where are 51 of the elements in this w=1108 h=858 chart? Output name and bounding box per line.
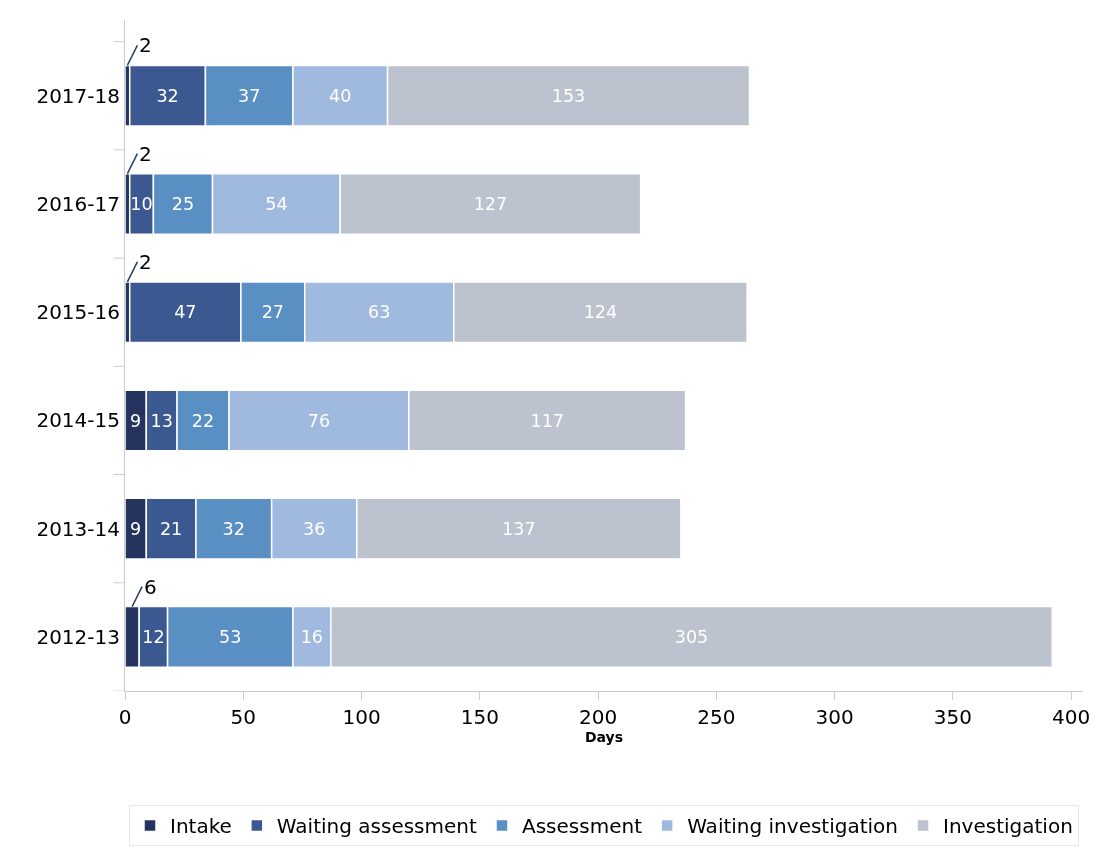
y-tick-label: 2015-16 <box>36 300 120 325</box>
data-label: 153 <box>551 85 586 106</box>
y-tick-label: 2012-13 <box>36 624 120 649</box>
x-tick-label: 400 <box>1052 705 1091 729</box>
data-label: 32 <box>156 85 179 106</box>
data-label: 2 <box>139 33 152 57</box>
y-tick-label: 2014-15 <box>36 408 120 433</box>
x-tick-label: 350 <box>933 705 972 729</box>
data-label: 53 <box>219 627 242 648</box>
data-label: 16 <box>300 627 324 648</box>
data-label: 137 <box>502 518 536 539</box>
data-label: 63 <box>368 302 391 323</box>
legend-label: Waiting investigation <box>687 814 899 839</box>
data-label: 2 <box>139 250 152 274</box>
data-label: 2 <box>139 142 152 166</box>
x-tick-label: 150 <box>460 705 499 729</box>
data-label: 9 <box>130 410 142 431</box>
data-label: 305 <box>674 627 709 648</box>
x-tick-label: 250 <box>697 705 736 729</box>
data-label: 9 <box>130 518 142 539</box>
data-label: 6 <box>144 575 157 599</box>
legend-label: Waiting assessment <box>276 814 477 839</box>
data-label: 117 <box>530 410 565 431</box>
data-label: 13 <box>150 410 173 431</box>
data-label: 76 <box>307 410 331 431</box>
data-label: 37 <box>238 85 261 106</box>
legend-label: Investigation <box>943 814 1073 839</box>
data-label: 25 <box>171 194 195 215</box>
data-label: 36 <box>303 518 326 539</box>
x-tick-label: 50 <box>230 705 256 729</box>
legend-label: Intake <box>170 814 232 839</box>
data-label: 40 <box>329 85 352 106</box>
x-tick-label: 100 <box>342 705 381 729</box>
data-label: 127 <box>473 194 508 215</box>
data-label: 12 <box>142 627 165 648</box>
x-tick-label: 300 <box>815 705 854 729</box>
x-tick-label: 200 <box>579 705 618 729</box>
data-label: 32 <box>222 518 245 539</box>
data-label: 21 <box>159 518 183 539</box>
data-label: 47 <box>174 302 197 323</box>
y-tick-label: 2016-17 <box>36 191 120 216</box>
data-label: 54 <box>265 194 288 215</box>
data-label: 124 <box>583 302 618 323</box>
y-tick-label: 2017-18 <box>36 83 120 108</box>
x-axis-title: Days <box>584 729 624 746</box>
data-label: 10 <box>130 194 153 215</box>
data-label: 22 <box>191 410 215 431</box>
legend-label: Assessment <box>522 814 643 839</box>
x-tick-label: 0 <box>118 705 132 729</box>
data-label: 27 <box>261 302 285 323</box>
y-tick-label: 2013-14 <box>36 516 120 541</box>
